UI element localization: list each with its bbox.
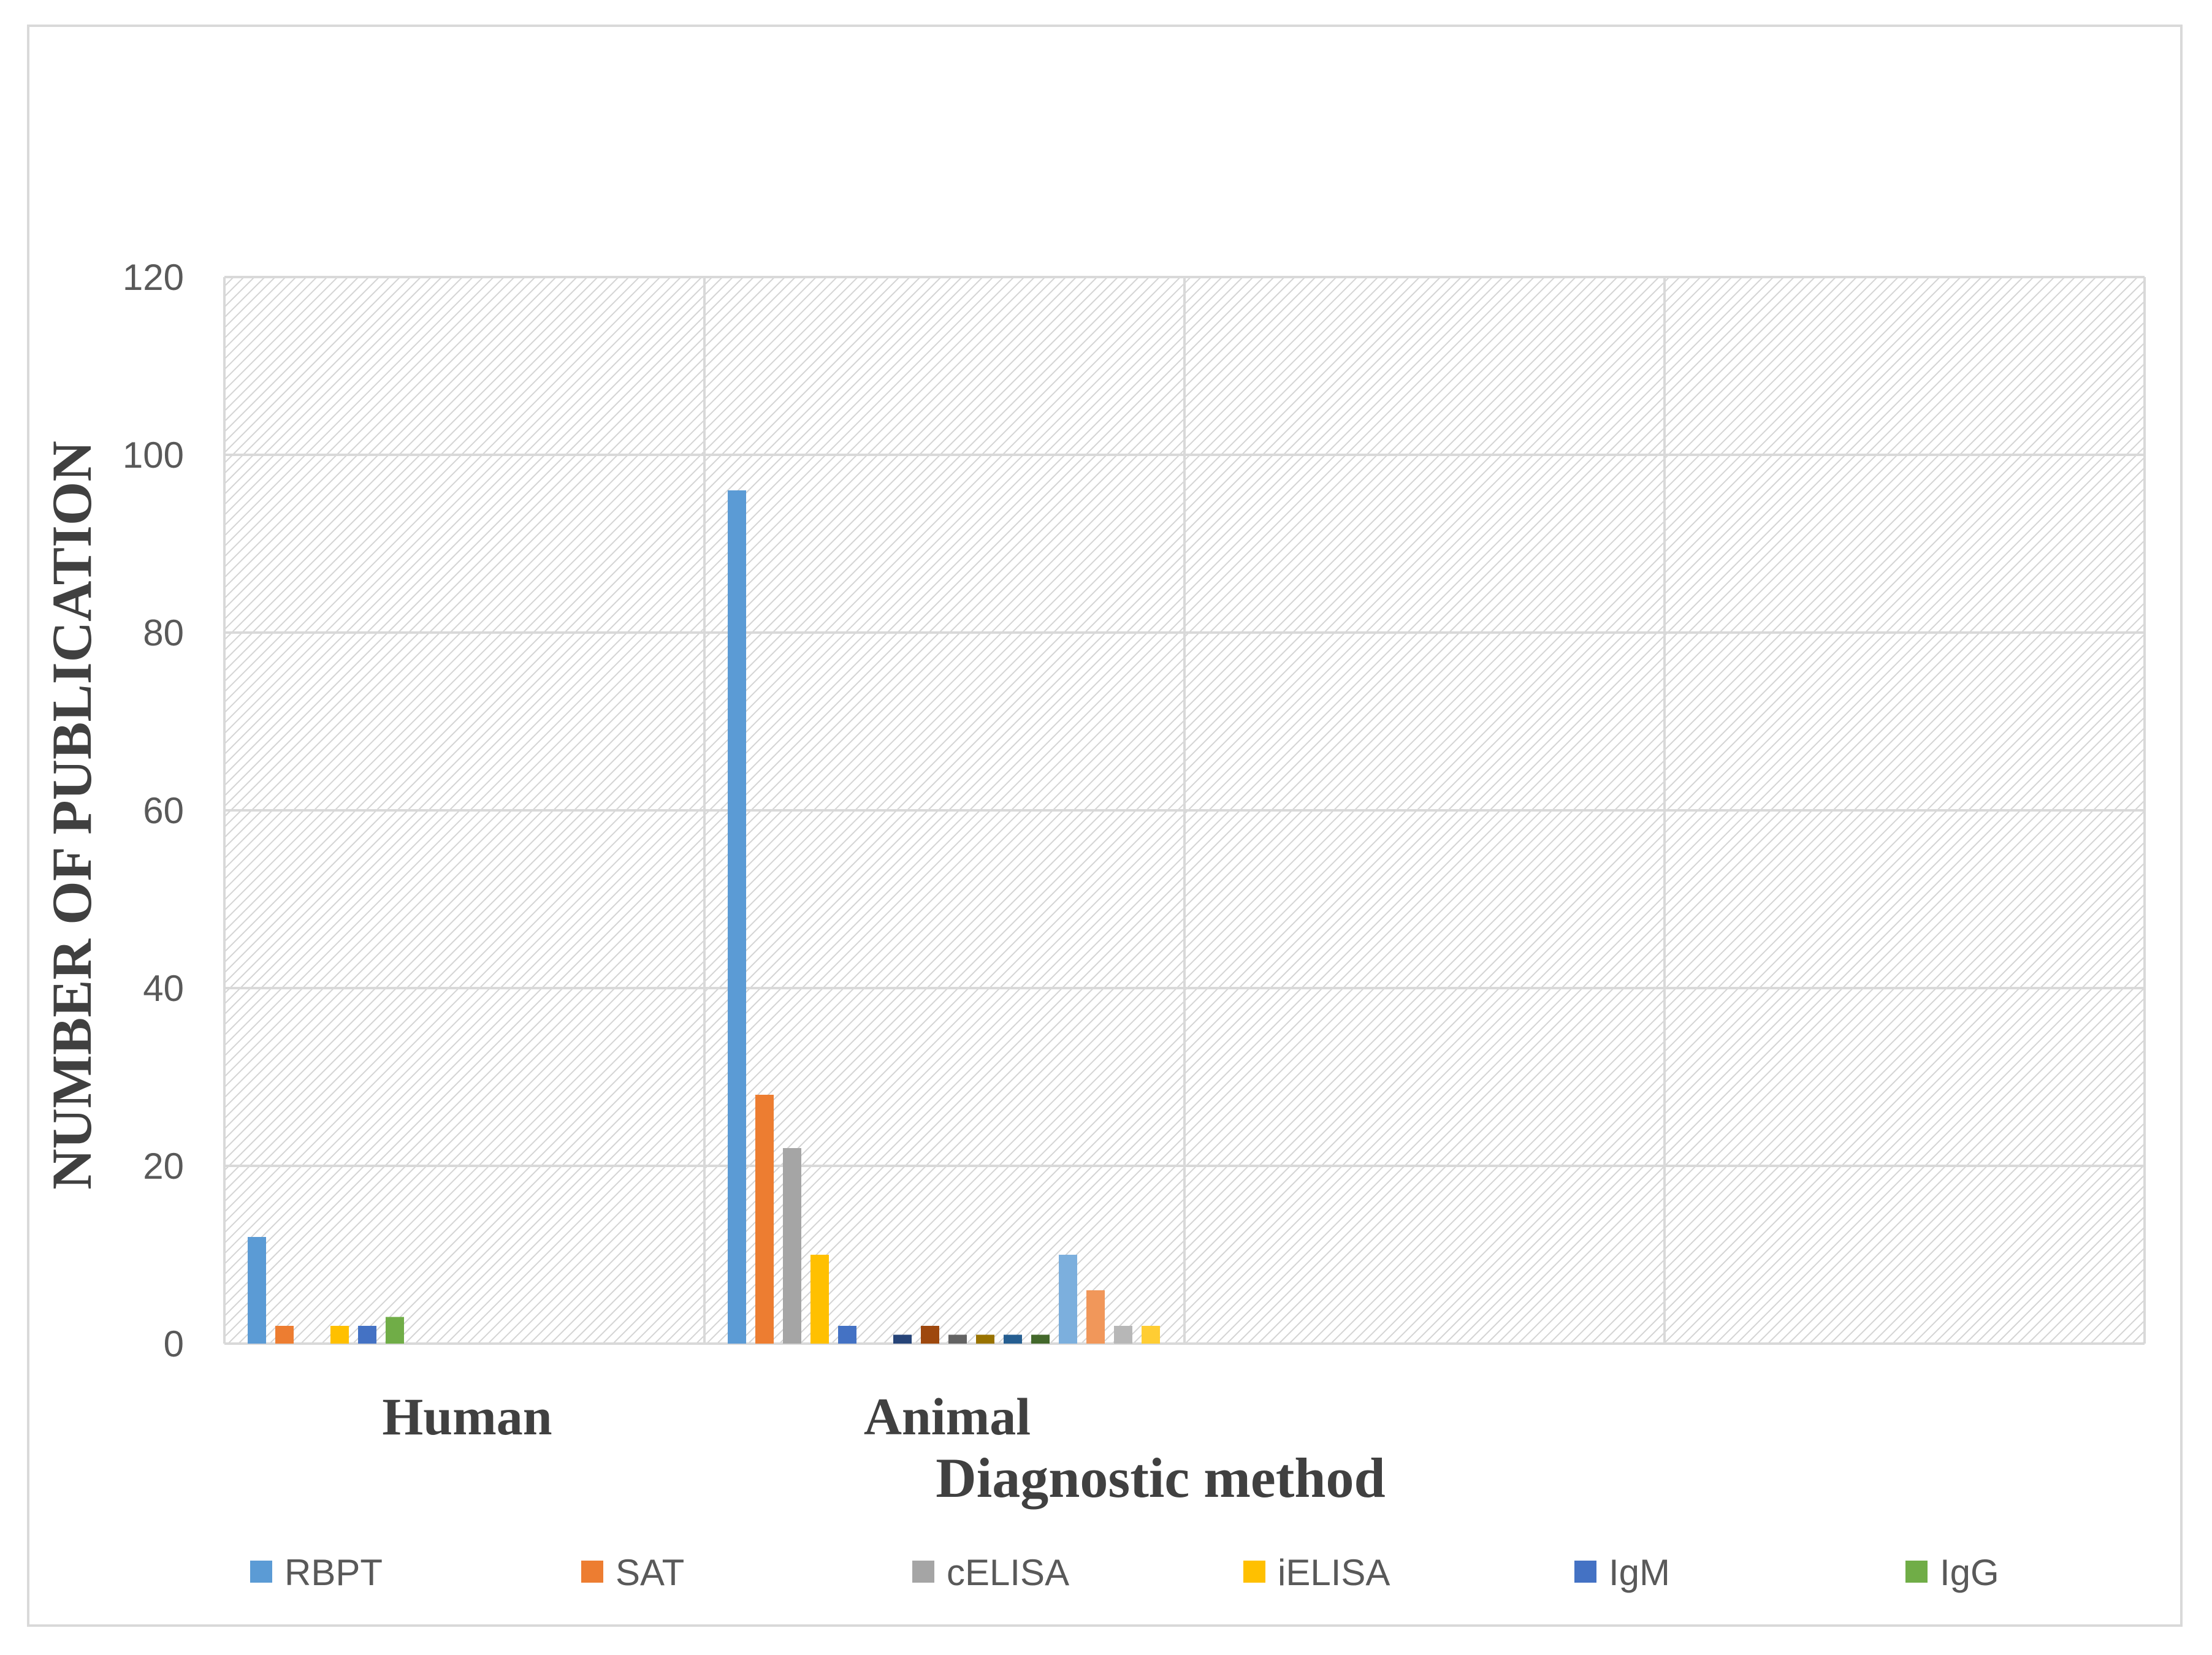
bar-rbpt-animal bbox=[728, 490, 746, 1344]
bars bbox=[248, 490, 1160, 1344]
x-axis-category-labels: Human Animal bbox=[382, 1387, 1031, 1446]
bar-rbpt-human bbox=[248, 1237, 266, 1344]
bar-series-10-animal bbox=[976, 1334, 994, 1344]
bar-sat-human bbox=[275, 1326, 294, 1344]
legend-swatch-igm bbox=[1574, 1561, 1596, 1583]
bar-series-15-animal bbox=[1114, 1326, 1132, 1344]
bar-celisa-animal bbox=[783, 1148, 801, 1344]
legend-label-rbpt: RBPT bbox=[284, 1552, 383, 1593]
legend-label-igm: IgM bbox=[1609, 1552, 1670, 1593]
bar-series-14-animal bbox=[1086, 1290, 1105, 1344]
y-tick-label-80: 80 bbox=[143, 612, 184, 653]
y-tick-label-20: 20 bbox=[143, 1146, 184, 1187]
bar-igg-human bbox=[386, 1317, 404, 1344]
category-label-human: Human bbox=[382, 1387, 552, 1446]
legend-swatch-sat bbox=[581, 1561, 603, 1583]
bar-ielisa-human bbox=[330, 1326, 349, 1344]
gridlines bbox=[223, 276, 2146, 1345]
legend-swatch-rbpt bbox=[250, 1561, 272, 1583]
y-tick-label-40: 40 bbox=[143, 968, 184, 1009]
legend-swatch-ielisa bbox=[1243, 1561, 1265, 1583]
legend-label-igg: IgG bbox=[1940, 1552, 1999, 1593]
bar-series-16-animal bbox=[1142, 1326, 1160, 1344]
bar-igm-human bbox=[358, 1326, 376, 1344]
legend-swatch-igg bbox=[1905, 1561, 1928, 1583]
bar-series-13-animal bbox=[1059, 1255, 1077, 1344]
legend-swatch-celisa bbox=[912, 1561, 934, 1583]
y-tick-label-0: 0 bbox=[164, 1323, 184, 1364]
bar-ielisa-animal bbox=[810, 1255, 829, 1344]
y-tick-label-120: 120 bbox=[123, 257, 184, 298]
bar-series-7-animal bbox=[893, 1334, 912, 1344]
x-axis-title: Diagnostic method bbox=[936, 1447, 1385, 1509]
legend-label-celisa: cELISA bbox=[947, 1552, 1069, 1593]
bar-series-11-animal bbox=[1004, 1334, 1022, 1344]
y-tick-label-60: 60 bbox=[143, 790, 184, 831]
y-tick-label-100: 100 bbox=[123, 435, 184, 476]
legend-label-sat: SAT bbox=[616, 1552, 684, 1593]
bar-series-9-animal bbox=[948, 1334, 967, 1344]
category-label-animal: Animal bbox=[864, 1387, 1031, 1446]
legend: RBPT SAT cELISA iELISA IgM IgG bbox=[250, 1552, 1999, 1593]
bar-sat-animal bbox=[755, 1095, 774, 1344]
y-axis-title: NUMBER OF PUBLICATION bbox=[40, 441, 103, 1190]
legend-label-ielisa: iELISA bbox=[1278, 1552, 1390, 1593]
bar-series-12-animal bbox=[1031, 1334, 1050, 1344]
bar-series-8-animal bbox=[921, 1326, 939, 1344]
y-axis-ticks: 0 20 40 60 80 100 120 bbox=[123, 257, 184, 1364]
bar-igm-animal bbox=[838, 1326, 856, 1344]
